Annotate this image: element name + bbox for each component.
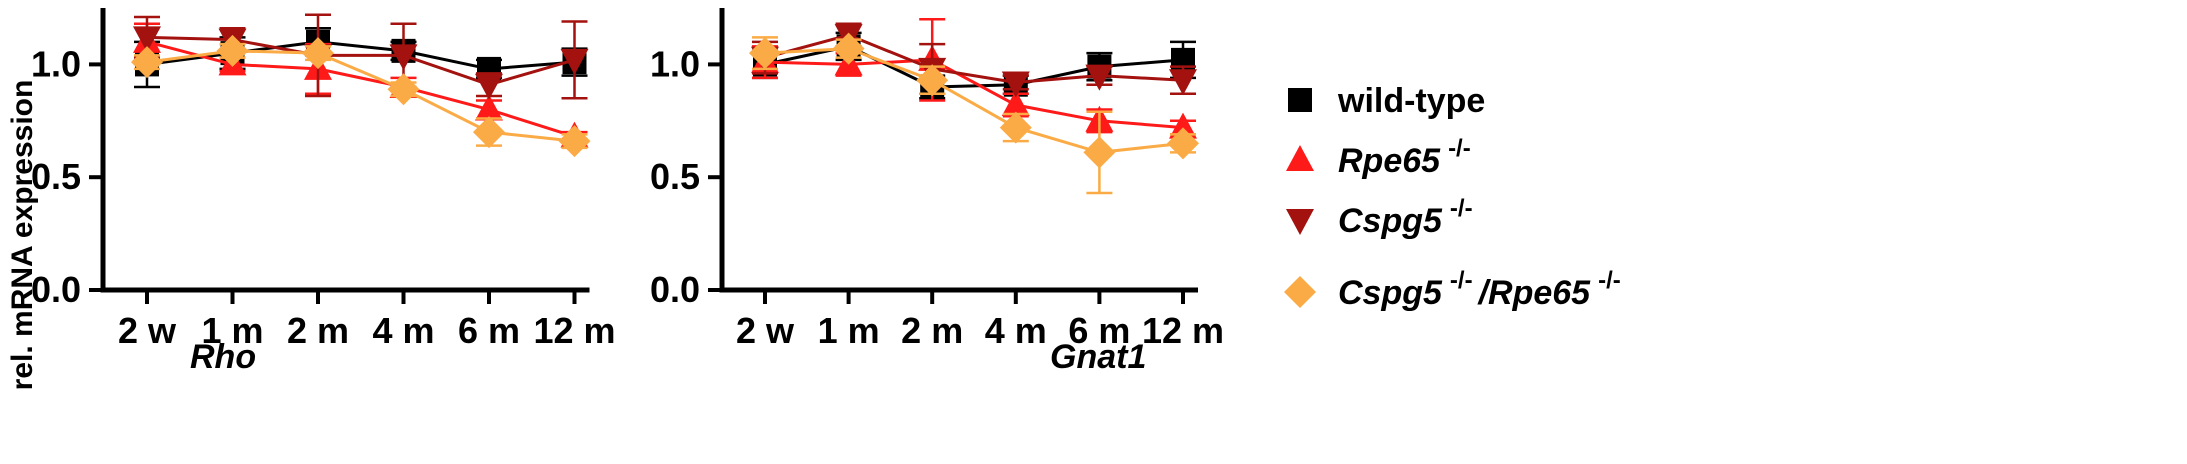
- legend-item-4: Cspg5 -/-/Rpe65 -/-: [1284, 267, 1621, 312]
- gnat1-line-cspg5: [764, 33, 1184, 84]
- gnat1-point-cspg5-rpe65: [1167, 127, 1199, 160]
- gnat1-y-tick-label: 0.0: [650, 269, 700, 310]
- panel-rho: 0.0 0.5 1.0 2 w 1 m 2 m 4 m 6 m 12 m: [31, 8, 616, 351]
- rho-x-tick-label: 1 m: [201, 310, 263, 351]
- rho-point-cspg5-rpe65: [558, 125, 591, 158]
- y-axis-label: rel. mRNA expression: [6, 80, 39, 391]
- legend-label-sup: -/-: [1450, 267, 1473, 294]
- rho-point-cspg5-rpe65: [473, 116, 505, 149]
- legend-marker-square: [1288, 88, 1312, 112]
- gnat1-point-cspg5-rpe65: [999, 111, 1032, 144]
- gnat1-line-rpe65: [764, 58, 1184, 130]
- rho-y-tick-label: 0.0: [31, 269, 81, 310]
- panel-gnat1: 0.0 0.5 1.0 2 w 1 m 2 m 4 m 6 m 12 m: [650, 8, 1224, 351]
- rho-point-rpe65: [475, 94, 503, 121]
- rho-point-cspg5: [560, 48, 589, 75]
- gnat1-x-tick-label: 4 m: [985, 310, 1047, 351]
- gnat1-series-rpe65: [751, 18, 1197, 139]
- gnat1-x-tick-label: 2 w: [736, 310, 795, 351]
- gnat1-y-tick-label: 0.5: [650, 156, 700, 197]
- legend-label-main: Cspg5: [1338, 202, 1443, 240]
- gnat1-point-rpe65: [1169, 112, 1197, 139]
- rho-line-rpe65: [146, 40, 575, 139]
- rho-x-tick-label: 4 m: [372, 310, 434, 351]
- rho-series-rpe65: [133, 22, 589, 148]
- legend-item-1: wild-type: [1288, 82, 1485, 120]
- rho-point-cspg5: [133, 26, 161, 53]
- legend-marker-triangle-down: [1286, 209, 1314, 235]
- gnat1-point-cspg5: [1085, 64, 1114, 91]
- gnat1-x-tick-label: 6 m: [1068, 310, 1130, 351]
- gnat1-x-tick-label: 12 m: [1142, 310, 1224, 351]
- rho-x-tick-label: 2 w: [118, 310, 177, 351]
- legend-label: wild-type: [1337, 82, 1485, 120]
- gnat1-point-rpe65: [1001, 90, 1030, 117]
- rho-point-cspg5: [389, 44, 418, 71]
- legend-label-sup: -/-: [1448, 135, 1471, 162]
- rho-line-wild-type: [146, 40, 575, 71]
- rho-point-cspg5-rpe65: [131, 46, 163, 79]
- legend-marker-triangle-up: [1286, 145, 1314, 171]
- gnat1-point-cspg5-rpe65: [1083, 136, 1116, 169]
- rho-line-cspg5: [146, 35, 575, 87]
- gnat1-point-cspg5-rpe65: [916, 64, 949, 97]
- legend-label-main: Rpe65: [1338, 142, 1441, 180]
- rho-point-cspg5-rpe65: [216, 34, 249, 67]
- legend-label: Cspg5 -/-: [1338, 195, 1473, 240]
- legend-label-main: wild-type: [1337, 82, 1485, 120]
- legend-item-3: Cspg5 -/-: [1286, 195, 1473, 240]
- gnat1-y-tick-label: 1.0: [650, 43, 700, 84]
- legend-label-main2: /Rpe65: [1477, 274, 1592, 312]
- rho-point-cspg5-rpe65: [302, 37, 334, 70]
- gnat1-x-tick-label: 1 m: [818, 310, 880, 351]
- legend-item-2: Rpe65 -/-: [1286, 135, 1471, 180]
- legend-label-main: Cspg5: [1338, 274, 1443, 312]
- legend-label: Cspg5 -/-/Rpe65 -/-: [1338, 267, 1621, 312]
- gnat1-point-cspg5-rpe65: [749, 37, 781, 70]
- rho-y-tick-label: 1.0: [31, 43, 81, 84]
- gnat1-point-cspg5: [1169, 69, 1197, 96]
- rho-point-cspg5: [475, 73, 503, 100]
- gnat1-point-cspg5-rpe65: [832, 32, 865, 65]
- rho-y-tick-label: 0.5: [31, 156, 81, 197]
- gnat1-point-cspg5: [1001, 71, 1030, 98]
- rho-x-tick-label: 2 m: [287, 310, 349, 351]
- legend-label: Rpe65 -/-: [1338, 135, 1471, 180]
- panel-label-rho: Rho: [190, 338, 256, 376]
- rho-x-tick-label: 12 m: [533, 310, 615, 351]
- rho-series-cspg5-rpe65: [131, 34, 591, 158]
- legend-label-sup: -/-: [1450, 195, 1473, 222]
- gnat1-series-cspg5-rpe65: [749, 32, 1199, 195]
- gnat1-x-tick-label: 2 m: [901, 310, 963, 351]
- rho-point-cspg5-rpe65: [387, 73, 420, 106]
- panel-label-gnat1: Gnat1: [1050, 338, 1146, 376]
- legend-marker-diamond: [1284, 276, 1316, 308]
- legend-label-sup2: -/-: [1598, 267, 1621, 294]
- rho-line-cspg5-rpe65: [146, 49, 575, 143]
- rho-x-tick-label: 6 m: [458, 310, 520, 351]
